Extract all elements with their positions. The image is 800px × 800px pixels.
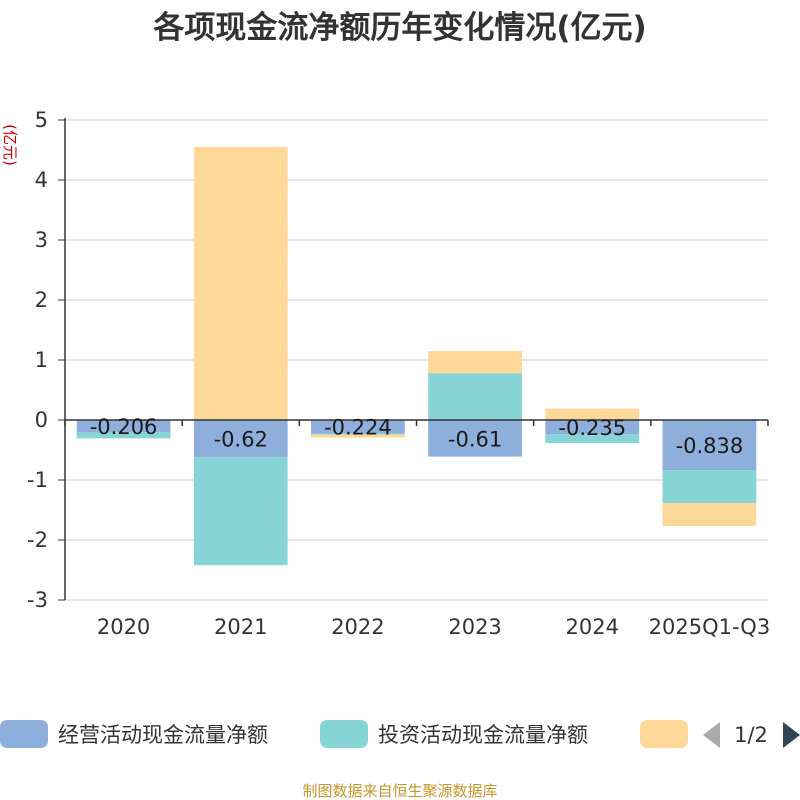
bar-2021-series-1[interactable] [193,457,288,566]
source-note: 制图数据来自恒生聚源数据库 [302,782,497,800]
x-tick-label: 2022 [331,615,384,639]
legend-pager: 1/2 [703,722,800,748]
axes [64,118,769,600]
y-tick-label: 0 [35,408,48,432]
legend: 经营活动现金流量净额 投资活动现金流量净额 [0,720,688,748]
data-label: -0.235 [558,416,626,440]
legend-swatch [320,720,368,748]
y-tick-label: 5 [35,108,48,132]
bar-2024-series-2[interactable] [545,408,640,420]
legend-swatch [640,720,688,748]
legend-item-0[interactable]: 经营活动现金流量净额 [0,720,268,748]
bar-2023-series-2[interactable] [428,351,522,374]
legend-page-indicator: 1/2 [734,723,768,747]
bar-2023-series-1[interactable] [428,373,522,420]
bar-2021-series-0[interactable] [193,420,288,458]
bar-2022-series-0[interactable] [311,420,405,434]
bar-2025Q1-Q3-series-2[interactable] [662,503,757,527]
x-tick-label: 2025Q1-Q3 [649,615,771,639]
bar-2025Q1-Q3-series-0[interactable] [662,420,757,471]
legend-swatch [0,720,48,748]
bar-2022-series-2[interactable] [311,434,405,438]
bar-2023-series-0[interactable] [428,420,522,457]
legend-label: 经营活动现金流量净额 [58,723,268,747]
data-label: -0.62 [214,428,268,452]
y-tick-label: -2 [27,528,48,552]
y-tick-label: 3 [35,228,48,252]
bar-2022-series-1[interactable] [311,433,405,435]
legend-prev-page-icon[interactable] [703,722,720,748]
legend-item-2[interactable] [640,720,688,748]
bar-2021-series-2[interactable] [193,147,288,420]
bar-2025Q1-Q3-series-1[interactable] [662,470,757,504]
legend-next-page-icon[interactable] [783,722,800,748]
y-tick-label: 1 [35,348,48,372]
x-tick-label: 2021 [214,615,267,639]
x-tick-label: 2020 [97,615,150,639]
bar-2024-series-1[interactable] [545,434,640,444]
y-tick-label: -3 [27,588,48,612]
bar-2024-series-0[interactable] [545,420,640,435]
chart-title: 各项现金流净额历年变化情况(亿元) [152,10,646,46]
legend-label: 投资活动现金流量净额 [378,723,588,747]
bar-group [76,147,757,566]
x-tick-label: 2023 [448,615,501,639]
gridlines [58,119,768,601]
x-tick-label: 2024 [566,615,619,639]
data-label: -0.838 [676,434,744,458]
data-label: -0.206 [90,415,158,439]
legend-item-1[interactable]: 投资活动现金流量净额 [320,720,588,748]
data-label: -0.224 [324,416,392,440]
data-label: -0.61 [448,427,502,451]
y-axis-unit-label: (亿元) [1,124,19,166]
y-tick-labels: 5 4 3 2 1 0 -1 -2 -3 [27,108,48,612]
x-tick-labels: 2020 2021 2022 2023 2024 2025Q1-Q3 [97,615,770,639]
bar-2020-series-1[interactable] [76,432,171,439]
data-labels: -0.206 -0.62 -0.224 -0.61 -0.235 -0.838 [90,415,744,458]
bar-2020-series-0[interactable] [76,420,171,433]
y-tick-label: 2 [35,288,48,312]
y-tick-label: 4 [35,168,48,192]
y-tick-label: -1 [27,468,48,492]
